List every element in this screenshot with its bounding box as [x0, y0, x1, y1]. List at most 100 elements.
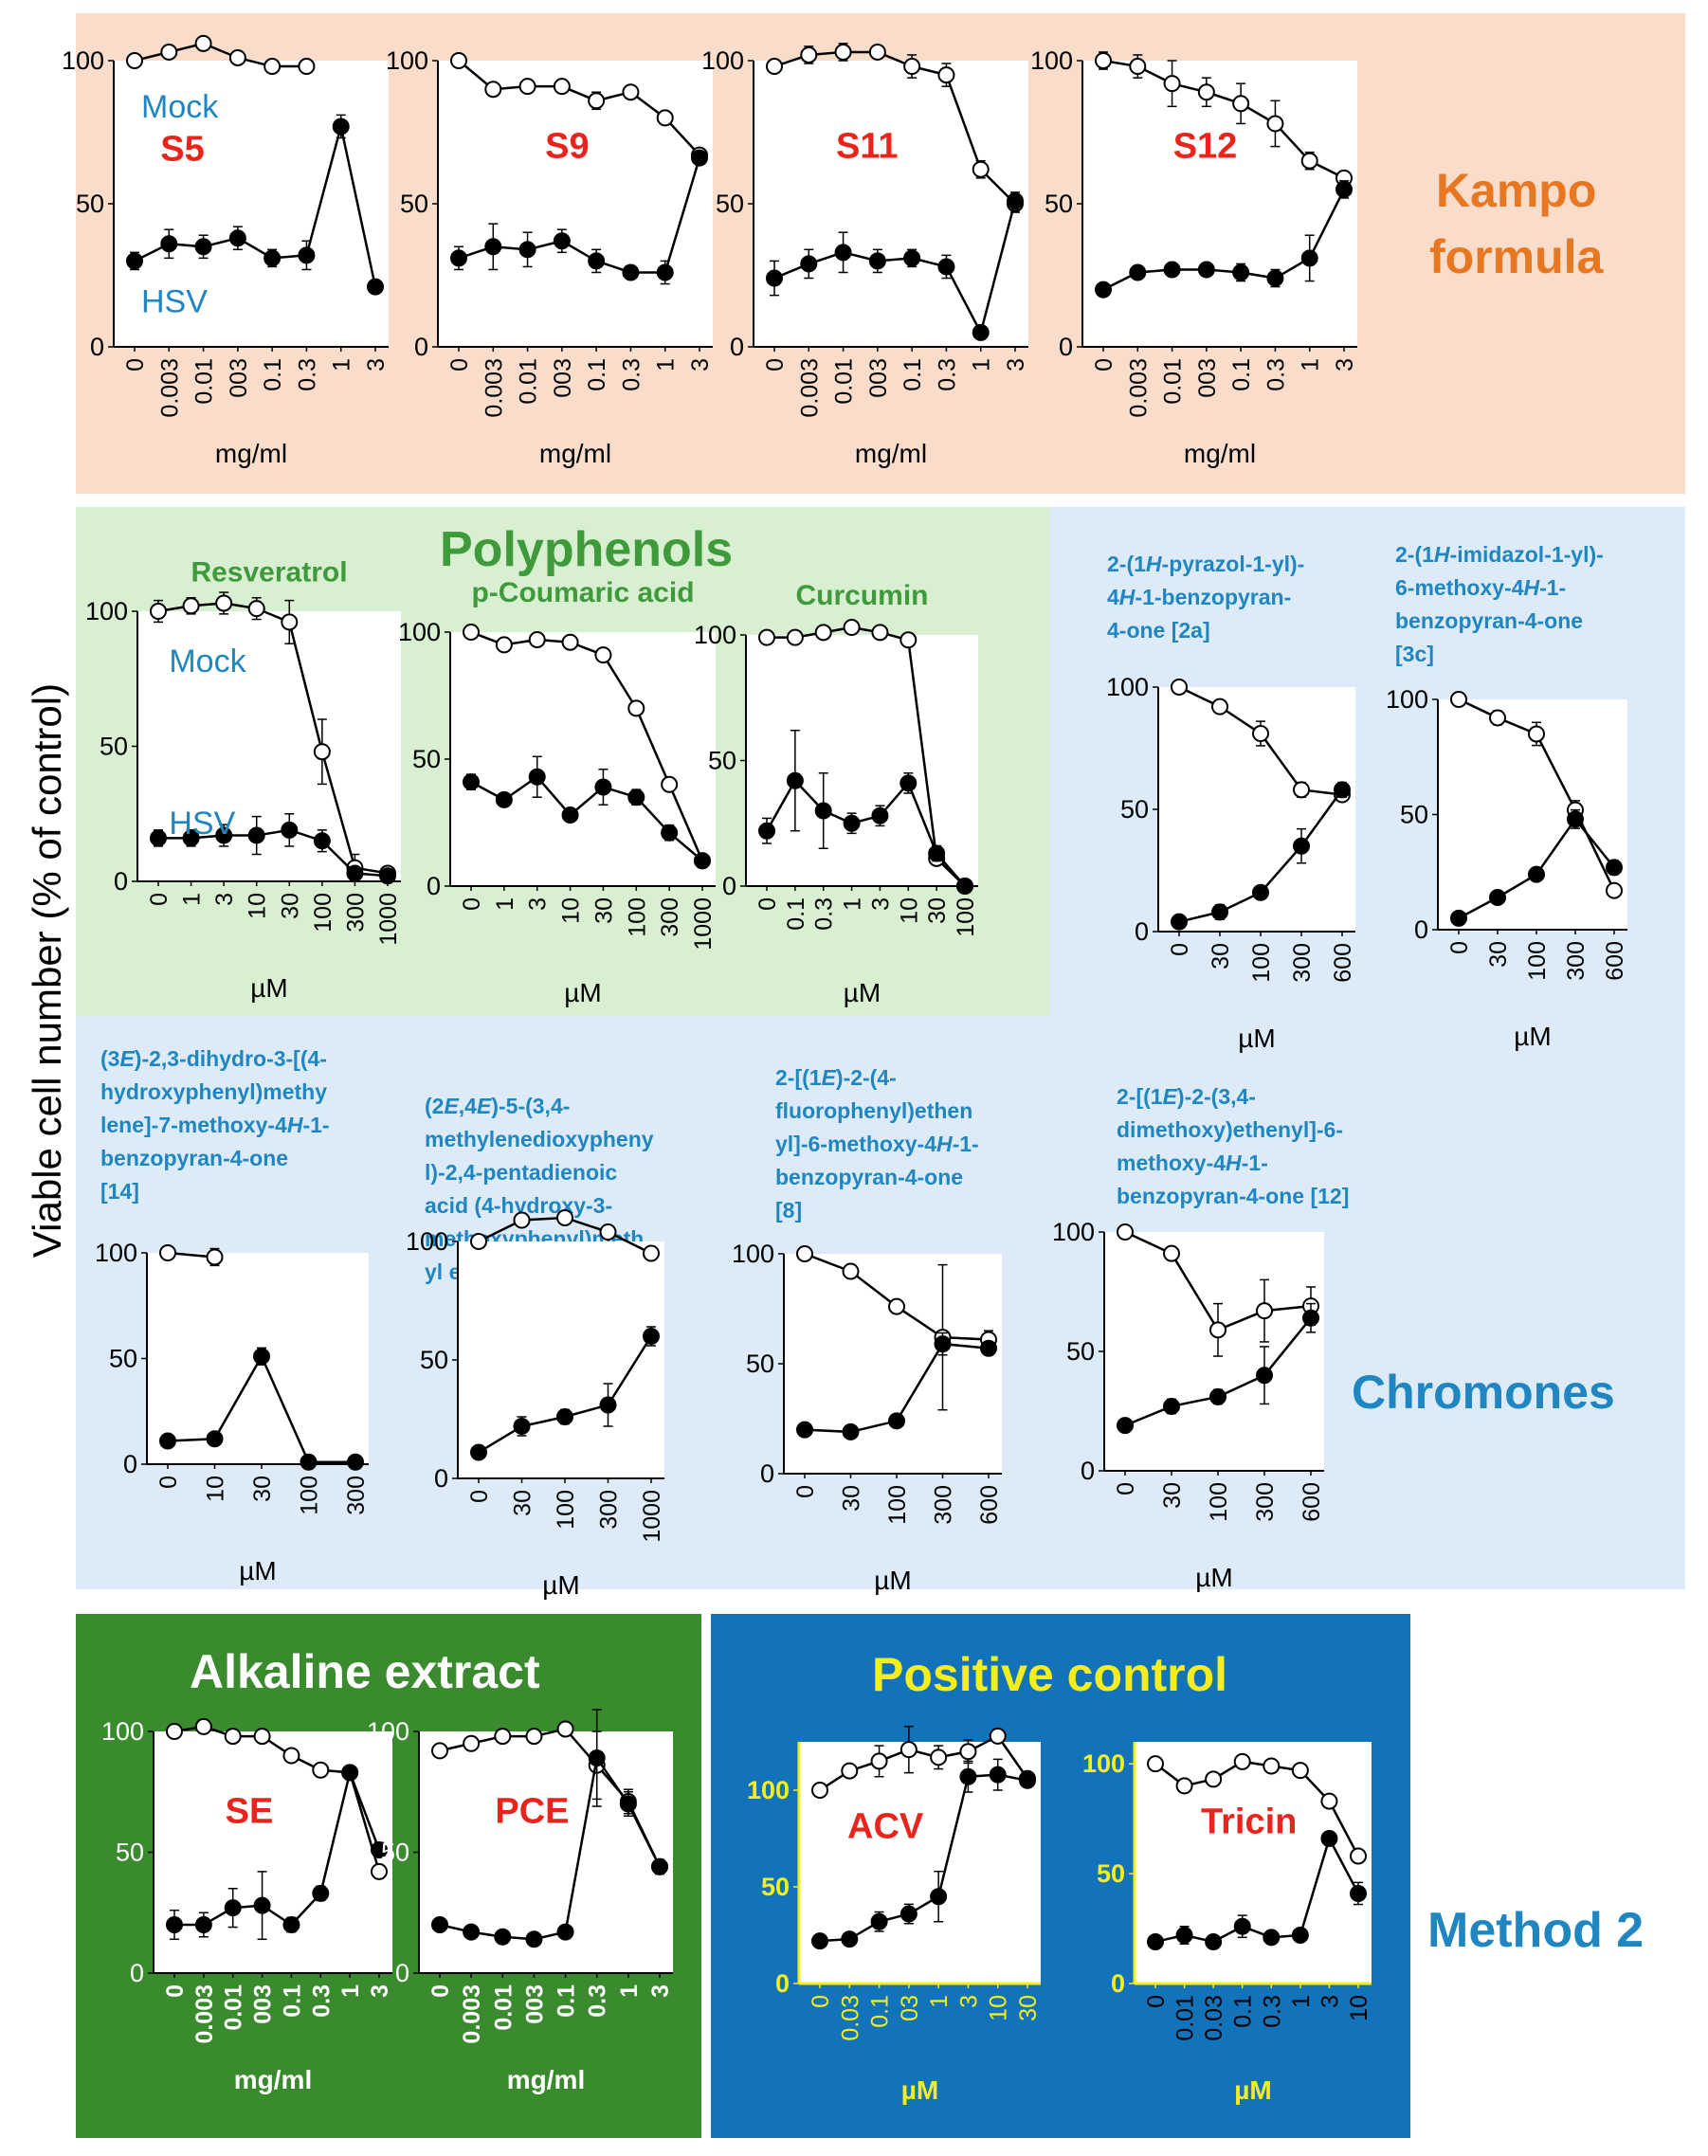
- data-point-mock: [661, 775, 679, 793]
- x-tick-label: 300: [931, 1485, 957, 1525]
- data-point-hsv: [1175, 1927, 1193, 1944]
- chart-14: 0 50 100 0 10 30 100 300 µM: [95, 1239, 370, 1585]
- data-point-mock: [643, 1244, 660, 1262]
- x-tick-label: 0.3: [585, 1984, 611, 2018]
- chart-8: 0 50 100 0 30 100 300 600 µM: [732, 1240, 1003, 1595]
- chart-se: 0 50 100 0 0.003 0.01 003 0.1 0.3 1 3 mg/ml SE: [101, 1717, 393, 2094]
- data-point-mock: [1129, 58, 1147, 76]
- data-point-hsv: [694, 852, 711, 870]
- data-point-mock: [228, 48, 246, 66]
- data-point-hsv: [528, 768, 546, 786]
- x-tick-label: 0.003: [191, 1984, 218, 2044]
- data-point-mock: [1606, 881, 1623, 899]
- x-tick-label: 30: [1208, 943, 1234, 969]
- x-tick-label: 3: [647, 1984, 674, 1998]
- y-tick-label: 0: [1111, 1969, 1125, 1998]
- data-point-hsv: [661, 824, 679, 842]
- y-tick-label: 0: [1081, 1457, 1095, 1485]
- data-point-hsv: [1232, 263, 1250, 281]
- chart-svg: 0 50 100 0 10 30 100 300 µM: [95, 1239, 370, 1585]
- x-tick-label: 300: [343, 1476, 370, 1515]
- chart-2: 0 50 100 0 30 100 300 1000 µM: [406, 1209, 665, 1600]
- data-point-mock: [194, 34, 212, 52]
- y-tick-label: 100: [85, 597, 128, 625]
- kampo-title-line2: formula: [1429, 230, 1604, 283]
- data-point-hsv: [643, 1328, 660, 1345]
- data-point-hsv: [194, 1916, 212, 1933]
- data-point-mock: [841, 1762, 859, 1780]
- chart-inner-label: S11: [836, 126, 899, 166]
- chart-curcumin: 0 50 100 0 0.1 0.3 1 3 10 30 100 µM Curcumin: [694, 580, 979, 1007]
- data-point-hsv: [1606, 859, 1623, 877]
- data-point-mock: [1252, 725, 1269, 743]
- x-tick-label: 1: [969, 358, 995, 371]
- data-point-hsv: [450, 249, 467, 267]
- y-tick-label: 0: [722, 872, 736, 900]
- x-tick-label: 0.1: [554, 1984, 580, 2018]
- data-point-hsv: [379, 867, 396, 885]
- series-label-mock: Mock: [169, 643, 246, 679]
- data-point-mock: [1256, 1302, 1273, 1320]
- y-tick-label: 0: [1414, 915, 1428, 944]
- x-tick-label: 0.1: [1228, 358, 1255, 391]
- y-tick-label: 0: [114, 867, 128, 896]
- data-point-hsv: [980, 1339, 997, 1357]
- x-axis-label: µM: [1234, 2075, 1271, 2105]
- data-point-hsv: [651, 1857, 668, 1875]
- data-point-hsv: [224, 1899, 242, 1917]
- data-point-hsv: [899, 1905, 918, 1923]
- y-tick-label: 100: [747, 1776, 790, 1804]
- data-point-hsv: [959, 1767, 977, 1785]
- chart-svg: 0 50 100 0 30 100 300 600 µM: [1052, 1218, 1325, 1592]
- y-tick-label: 0: [427, 872, 441, 900]
- x-axis-label: µM: [250, 973, 287, 1003]
- data-point-mock: [1300, 152, 1318, 170]
- chart-inner-label: SE: [226, 1791, 274, 1831]
- data-point-mock: [1211, 698, 1228, 716]
- data-point-mock: [513, 1211, 531, 1229]
- chart-svg: 0 50 100 0 0.003 0.01 003 0.1 0.3 1 3 mg/ml S5 Mock HS…: [62, 34, 390, 468]
- y-tick-label: 50: [1045, 190, 1073, 218]
- y-tick-label: 100: [101, 1717, 144, 1746]
- x-axis-label: µM: [1238, 1024, 1275, 1053]
- x-tick-label: 1: [653, 358, 680, 371]
- data-point-mock: [1293, 781, 1310, 799]
- x-tick-label: 30: [1159, 1482, 1186, 1509]
- data-point-hsv: [561, 806, 579, 824]
- chart-pce: 0 50 100 0 0.003 0.01 003 0.1 0.3 1 3 mg/ml PCE: [367, 1709, 674, 2094]
- data-point-mock: [1197, 83, 1215, 101]
- data-point-hsv: [495, 790, 513, 808]
- data-point-hsv: [1163, 1397, 1180, 1415]
- y-tick-label: 100: [367, 1717, 409, 1746]
- chart-svg: 0 50 100 0 30 100 300 600 µM: [1106, 673, 1356, 1053]
- y-tick-label: 50: [746, 1350, 774, 1378]
- data-point-hsv: [228, 229, 246, 247]
- data-point-hsv: [814, 802, 832, 820]
- y-tick-label: 50: [761, 1873, 790, 1901]
- x-tick-label: 100: [297, 1476, 323, 1515]
- data-point-mock: [1147, 1755, 1164, 1773]
- data-point-hsv: [1095, 281, 1112, 299]
- chart-title: p-Coumaric acid: [471, 577, 694, 608]
- x-tick-label: 10: [896, 897, 922, 924]
- data-point-hsv: [150, 829, 167, 847]
- y-tick-label: 0: [414, 333, 428, 361]
- data-point-hsv: [903, 249, 921, 267]
- x-tick-label: 0: [155, 1476, 182, 1489]
- y-tick-label: 100: [1082, 1749, 1125, 1778]
- chart-svg: 0 50 100 0 30 100 300 600 µM: [732, 1240, 1003, 1595]
- x-tick-label: 0.1: [899, 358, 926, 391]
- data-point-mock: [930, 1748, 948, 1766]
- data-point-hsv: [1211, 903, 1228, 921]
- data-point-hsv: [1197, 261, 1215, 279]
- data-point-hsv: [870, 1912, 888, 1930]
- y-tick-label: 0: [434, 1464, 448, 1493]
- x-tick-label: 100: [1206, 1482, 1232, 1522]
- data-point-hsv: [300, 1453, 318, 1471]
- y-tick-label: 0: [130, 1959, 144, 1987]
- x-tick-label: 1: [337, 1984, 364, 1998]
- y-tick-label: 50: [76, 190, 104, 218]
- x-axis-label: µM: [844, 978, 881, 1007]
